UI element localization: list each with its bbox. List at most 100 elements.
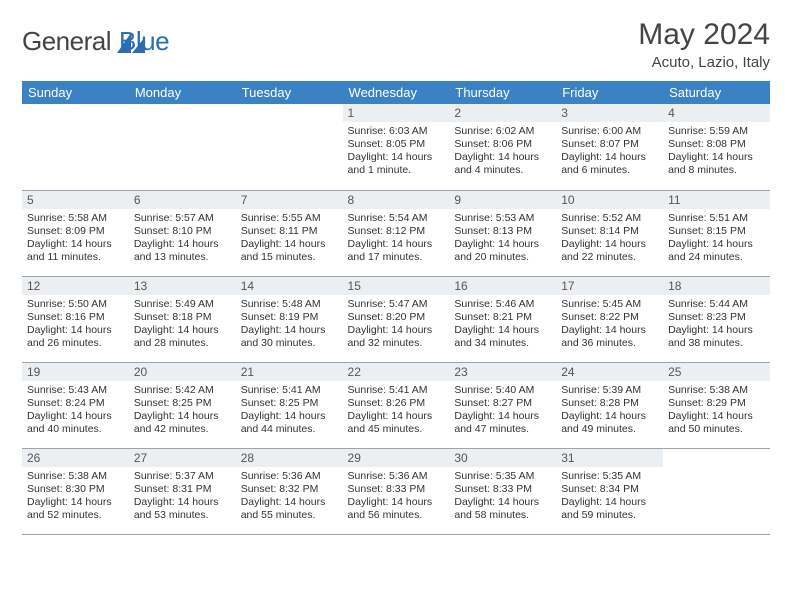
day-number: 1 xyxy=(343,104,450,122)
calendar-cell: 6Sunrise: 5:57 AMSunset: 8:10 PMDaylight… xyxy=(129,190,236,276)
calendar-cell: 24Sunrise: 5:39 AMSunset: 8:28 PMDayligh… xyxy=(556,362,663,448)
calendar-cell: 4Sunrise: 5:59 AMSunset: 8:08 PMDaylight… xyxy=(663,104,770,190)
day-number: 25 xyxy=(663,363,770,381)
day-data: Sunrise: 5:41 AMSunset: 8:26 PMDaylight:… xyxy=(343,381,450,441)
day-data: Sunrise: 5:36 AMSunset: 8:33 PMDaylight:… xyxy=(343,467,450,527)
day-number: 8 xyxy=(343,191,450,209)
brand-mark-icon xyxy=(117,31,147,53)
day-data: Sunrise: 5:43 AMSunset: 8:24 PMDaylight:… xyxy=(22,381,129,441)
calendar-body: 1Sunrise: 6:03 AMSunset: 8:05 PMDaylight… xyxy=(22,104,770,534)
brand-text-1: General xyxy=(22,26,111,56)
day-data: Sunrise: 5:40 AMSunset: 8:27 PMDaylight:… xyxy=(449,381,556,441)
calendar-week-row: 5Sunrise: 5:58 AMSunset: 8:09 PMDaylight… xyxy=(22,190,770,276)
calendar-cell: 27Sunrise: 5:37 AMSunset: 8:31 PMDayligh… xyxy=(129,448,236,534)
calendar-cell xyxy=(129,104,236,190)
day-data: Sunrise: 5:49 AMSunset: 8:18 PMDaylight:… xyxy=(129,295,236,355)
brand-logo: General Blue xyxy=(22,26,169,57)
day-data: Sunrise: 5:38 AMSunset: 8:30 PMDaylight:… xyxy=(22,467,129,527)
day-data: Sunrise: 5:42 AMSunset: 8:25 PMDaylight:… xyxy=(129,381,236,441)
day-number: 21 xyxy=(236,363,343,381)
day-data: Sunrise: 5:51 AMSunset: 8:15 PMDaylight:… xyxy=(663,209,770,269)
calendar-cell: 20Sunrise: 5:42 AMSunset: 8:25 PMDayligh… xyxy=(129,362,236,448)
day-number: 20 xyxy=(129,363,236,381)
day-data: Sunrise: 6:02 AMSunset: 8:06 PMDaylight:… xyxy=(449,122,556,182)
day-number: 27 xyxy=(129,449,236,467)
calendar-cell: 3Sunrise: 6:00 AMSunset: 8:07 PMDaylight… xyxy=(556,104,663,190)
calendar-week-row: 1Sunrise: 6:03 AMSunset: 8:05 PMDaylight… xyxy=(22,104,770,190)
day-number: 30 xyxy=(449,449,556,467)
calendar-cell: 9Sunrise: 5:53 AMSunset: 8:13 PMDaylight… xyxy=(449,190,556,276)
day-number: 15 xyxy=(343,277,450,295)
calendar-cell: 13Sunrise: 5:49 AMSunset: 8:18 PMDayligh… xyxy=(129,276,236,362)
day-number: 24 xyxy=(556,363,663,381)
calendar-cell: 19Sunrise: 5:43 AMSunset: 8:24 PMDayligh… xyxy=(22,362,129,448)
day-number: 10 xyxy=(556,191,663,209)
day-data: Sunrise: 5:48 AMSunset: 8:19 PMDaylight:… xyxy=(236,295,343,355)
calendar-cell: 26Sunrise: 5:38 AMSunset: 8:30 PMDayligh… xyxy=(22,448,129,534)
weekday-header: Saturday xyxy=(663,81,770,104)
calendar-table: SundayMondayTuesdayWednesdayThursdayFrid… xyxy=(22,81,770,535)
day-data: Sunrise: 5:50 AMSunset: 8:16 PMDaylight:… xyxy=(22,295,129,355)
weekday-header: Wednesday xyxy=(343,81,450,104)
day-number: 9 xyxy=(449,191,556,209)
day-data: Sunrise: 5:44 AMSunset: 8:23 PMDaylight:… xyxy=(663,295,770,355)
calendar-cell: 14Sunrise: 5:48 AMSunset: 8:19 PMDayligh… xyxy=(236,276,343,362)
calendar-cell: 2Sunrise: 6:02 AMSunset: 8:06 PMDaylight… xyxy=(449,104,556,190)
calendar-cell xyxy=(236,104,343,190)
header: General Blue May 2024 Acuto, Lazio, Ital… xyxy=(22,18,770,71)
month-title: May 2024 xyxy=(638,18,770,52)
day-data: Sunrise: 5:41 AMSunset: 8:25 PMDaylight:… xyxy=(236,381,343,441)
calendar-cell xyxy=(663,448,770,534)
weekday-header: Friday xyxy=(556,81,663,104)
calendar-cell xyxy=(22,104,129,190)
calendar-cell: 25Sunrise: 5:38 AMSunset: 8:29 PMDayligh… xyxy=(663,362,770,448)
calendar-week-row: 26Sunrise: 5:38 AMSunset: 8:30 PMDayligh… xyxy=(22,448,770,534)
calendar-cell: 31Sunrise: 5:35 AMSunset: 8:34 PMDayligh… xyxy=(556,448,663,534)
day-number: 4 xyxy=(663,104,770,122)
weekday-header: Sunday xyxy=(22,81,129,104)
day-number: 19 xyxy=(22,363,129,381)
day-data: Sunrise: 5:57 AMSunset: 8:10 PMDaylight:… xyxy=(129,209,236,269)
title-block: May 2024 Acuto, Lazio, Italy xyxy=(638,18,770,71)
calendar-cell: 29Sunrise: 5:36 AMSunset: 8:33 PMDayligh… xyxy=(343,448,450,534)
day-data: Sunrise: 5:35 AMSunset: 8:33 PMDaylight:… xyxy=(449,467,556,527)
weekday-header-row: SundayMondayTuesdayWednesdayThursdayFrid… xyxy=(22,81,770,104)
brand-text: General xyxy=(22,26,111,57)
day-number: 2 xyxy=(449,104,556,122)
calendar-cell: 17Sunrise: 5:45 AMSunset: 8:22 PMDayligh… xyxy=(556,276,663,362)
calendar-cell: 30Sunrise: 5:35 AMSunset: 8:33 PMDayligh… xyxy=(449,448,556,534)
calendar-cell: 18Sunrise: 5:44 AMSunset: 8:23 PMDayligh… xyxy=(663,276,770,362)
day-number: 11 xyxy=(663,191,770,209)
day-number: 13 xyxy=(129,277,236,295)
calendar-cell: 1Sunrise: 6:03 AMSunset: 8:05 PMDaylight… xyxy=(343,104,450,190)
day-number: 18 xyxy=(663,277,770,295)
calendar-cell: 10Sunrise: 5:52 AMSunset: 8:14 PMDayligh… xyxy=(556,190,663,276)
day-data: Sunrise: 6:03 AMSunset: 8:05 PMDaylight:… xyxy=(343,122,450,182)
calendar-cell: 7Sunrise: 5:55 AMSunset: 8:11 PMDaylight… xyxy=(236,190,343,276)
day-number: 16 xyxy=(449,277,556,295)
day-number: 12 xyxy=(22,277,129,295)
day-data: Sunrise: 5:59 AMSunset: 8:08 PMDaylight:… xyxy=(663,122,770,182)
day-data: Sunrise: 5:46 AMSunset: 8:21 PMDaylight:… xyxy=(449,295,556,355)
calendar-cell: 12Sunrise: 5:50 AMSunset: 8:16 PMDayligh… xyxy=(22,276,129,362)
day-number: 5 xyxy=(22,191,129,209)
day-data: Sunrise: 5:54 AMSunset: 8:12 PMDaylight:… xyxy=(343,209,450,269)
day-number: 22 xyxy=(343,363,450,381)
weekday-header: Thursday xyxy=(449,81,556,104)
weekday-header: Monday xyxy=(129,81,236,104)
day-data: Sunrise: 5:55 AMSunset: 8:11 PMDaylight:… xyxy=(236,209,343,269)
day-data: Sunrise: 5:36 AMSunset: 8:32 PMDaylight:… xyxy=(236,467,343,527)
day-data: Sunrise: 5:38 AMSunset: 8:29 PMDaylight:… xyxy=(663,381,770,441)
calendar-cell: 11Sunrise: 5:51 AMSunset: 8:15 PMDayligh… xyxy=(663,190,770,276)
calendar-cell: 16Sunrise: 5:46 AMSunset: 8:21 PMDayligh… xyxy=(449,276,556,362)
day-number: 26 xyxy=(22,449,129,467)
day-number: 28 xyxy=(236,449,343,467)
day-data: Sunrise: 5:37 AMSunset: 8:31 PMDaylight:… xyxy=(129,467,236,527)
calendar-cell: 8Sunrise: 5:54 AMSunset: 8:12 PMDaylight… xyxy=(343,190,450,276)
calendar-cell: 22Sunrise: 5:41 AMSunset: 8:26 PMDayligh… xyxy=(343,362,450,448)
calendar-cell: 28Sunrise: 5:36 AMSunset: 8:32 PMDayligh… xyxy=(236,448,343,534)
calendar-cell: 23Sunrise: 5:40 AMSunset: 8:27 PMDayligh… xyxy=(449,362,556,448)
day-number: 6 xyxy=(129,191,236,209)
day-data: Sunrise: 5:58 AMSunset: 8:09 PMDaylight:… xyxy=(22,209,129,269)
day-number: 14 xyxy=(236,277,343,295)
